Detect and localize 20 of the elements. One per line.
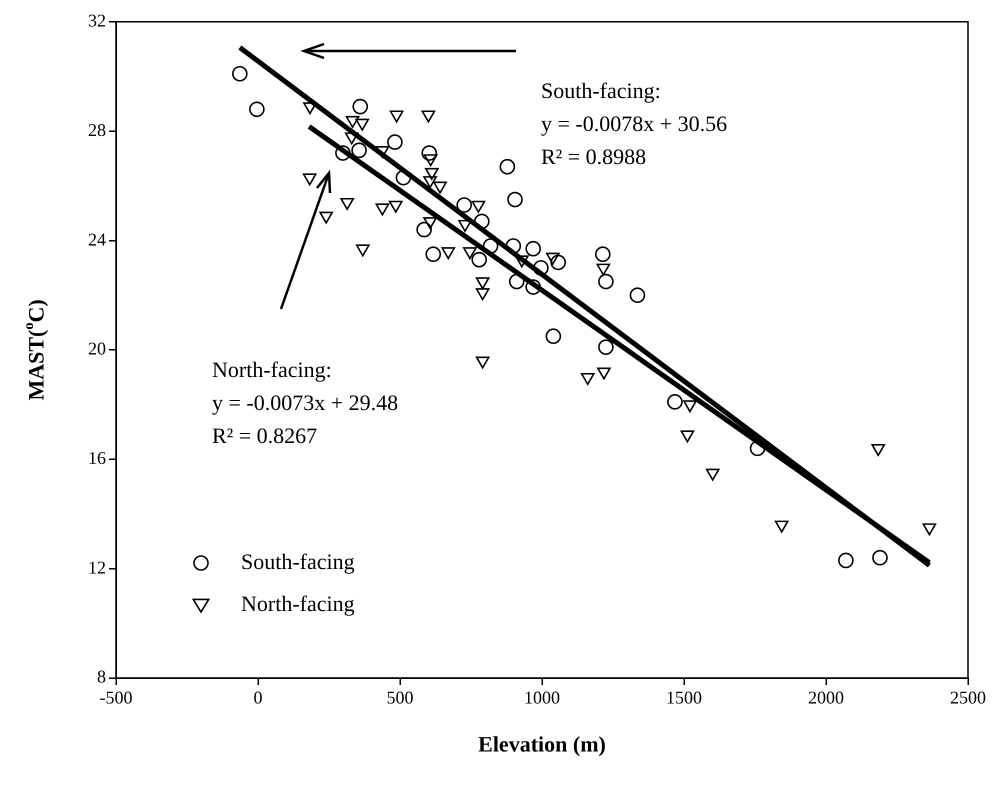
x-tick-label: 500 <box>386 688 414 708</box>
legend-label: North-facing <box>241 590 355 616</box>
y-axis-title: MAST(oC) <box>20 299 49 401</box>
x-tick-label: -500 <box>100 688 132 708</box>
x-tick-label: 1000 <box>524 688 560 708</box>
y-tick-label: 20 <box>88 338 106 359</box>
y-tick-label: 32 <box>88 10 106 31</box>
x-axis-title: Elevation (m) <box>478 732 606 757</box>
legend-label: South-facing <box>241 548 355 574</box>
y-tick-label: 16 <box>88 448 106 468</box>
annotation: South-facing: y = -0.0078x + 30.56 R² = 0.8988 <box>541 78 728 169</box>
x-tick-label: 1500 <box>666 688 702 708</box>
x-tick-label: 2000 <box>808 688 844 708</box>
x-tick-label: 2500 <box>950 688 986 708</box>
y-tick-label: 28 <box>88 120 106 140</box>
x-tick-label: 0 <box>254 688 262 708</box>
y-tick-label: 24 <box>88 229 106 250</box>
y-tick-label: 8 <box>97 666 106 687</box>
annotation: North-facing: y = -0.0073x + 29.48 R² = 0.8267 <box>212 356 398 448</box>
y-tick-label: 12 <box>88 557 106 578</box>
